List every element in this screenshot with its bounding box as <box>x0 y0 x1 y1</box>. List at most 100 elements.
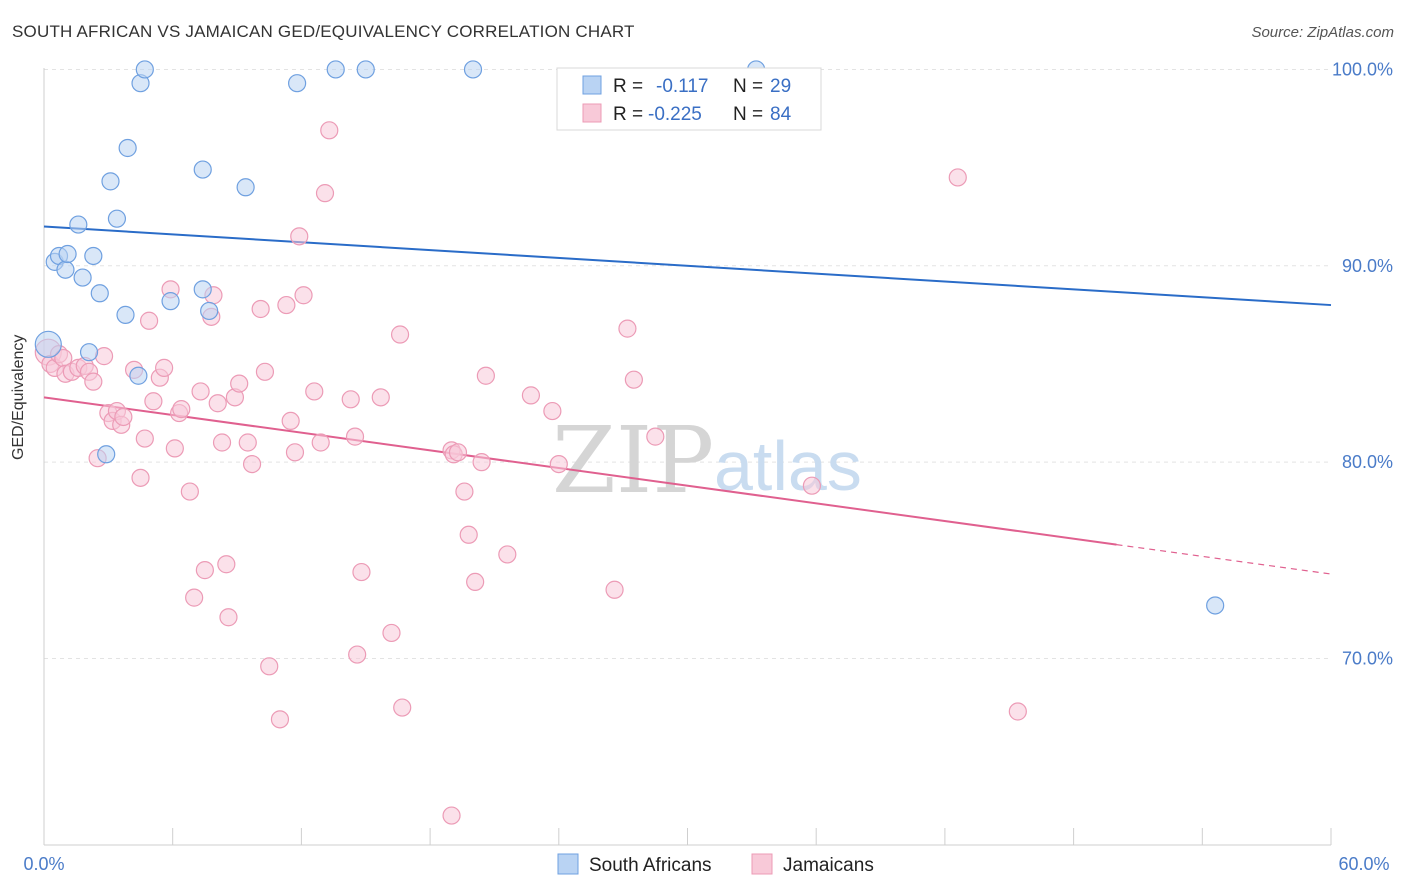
point-jamaican <box>242 454 262 474</box>
point-jamaican <box>155 358 174 377</box>
point-south-african <box>79 343 99 362</box>
source-credit: Source: ZipAtlas.com <box>1251 24 1394 41</box>
point-south-african <box>129 366 148 385</box>
point-jamaican <box>305 382 324 401</box>
point-jamaican <box>290 227 309 246</box>
trend-line-south-africans <box>43 225 1332 307</box>
y-tick-label: 90.0% <box>1342 256 1393 276</box>
point-jamaican <box>277 295 296 315</box>
series-legend-swatch-south-africans[interactable] <box>557 853 579 875</box>
point-jamaican <box>255 362 275 381</box>
trend-line-extension-jamaicans <box>1116 544 1332 575</box>
point-jamaican <box>94 347 114 366</box>
point-south-african <box>288 74 307 93</box>
point-south-african <box>90 284 109 303</box>
series-legend-label-jamaicans[interactable]: Jamaicans <box>783 855 874 876</box>
legend-r-value-south-africans: -0.117 <box>656 76 708 97</box>
point-jamaican <box>238 433 257 452</box>
point-south-african <box>56 260 75 279</box>
point-jamaican <box>459 525 478 544</box>
point-jamaican <box>230 374 249 393</box>
point-jamaican <box>320 121 339 140</box>
point-jamaican <box>285 443 305 462</box>
point-south-african <box>463 60 483 79</box>
point-jamaican <box>281 411 300 431</box>
point-south-african <box>161 292 180 311</box>
point-jamaican <box>345 427 365 446</box>
point-south-african <box>236 178 255 197</box>
point-south-african <box>116 305 135 324</box>
point-south-african <box>58 244 77 264</box>
legend-swatch-south-africans <box>582 75 602 95</box>
point-south-african <box>69 215 88 234</box>
point-jamaican <box>1008 702 1027 721</box>
point-south-african <box>118 138 137 158</box>
watermark-zip: ZIP <box>552 407 714 514</box>
legend-r-value-jamaicans: -0.225 <box>648 104 702 125</box>
data-points <box>34 60 1225 825</box>
point-jamaican <box>212 433 232 452</box>
point-jamaican <box>114 407 133 427</box>
point-south-african <box>200 301 219 321</box>
point-jamaican <box>84 372 103 391</box>
point-jamaican <box>172 400 191 419</box>
point-south-african <box>97 445 116 464</box>
point-jamaican <box>605 580 624 599</box>
series-legend-swatch-jamaicans[interactable] <box>751 853 773 875</box>
point-jamaican <box>191 382 210 401</box>
point-south-african <box>326 60 345 79</box>
point-jamaican <box>315 184 335 203</box>
point-jamaican <box>802 476 822 495</box>
point-jamaican <box>270 710 290 729</box>
point-jamaican <box>476 366 495 385</box>
legend-swatch-jamaicans <box>582 103 602 123</box>
x-ticks <box>43 828 1332 845</box>
point-jamaican <box>472 453 491 472</box>
legend-r-label-jamaicans: R = <box>613 104 643 125</box>
y-tick-labels: 100.0% 90.0% 80.0% 70.0% <box>1332 59 1393 668</box>
point-south-african <box>84 246 103 266</box>
point-jamaican <box>498 545 517 564</box>
point-jamaican <box>165 439 184 458</box>
point-jamaican <box>442 806 461 825</box>
y-tick-label: 100.0% <box>1332 59 1393 79</box>
legend-r-label-south-africans: R = <box>613 76 643 97</box>
legend-n-value-jamaicans: 84 <box>770 104 792 125</box>
point-jamaican <box>195 561 214 580</box>
y-tick-label: 80.0% <box>1342 452 1393 472</box>
series-legend-label-south-africans[interactable]: South Africans <box>589 855 712 876</box>
point-jamaican <box>448 443 468 462</box>
point-jamaican <box>371 388 390 407</box>
point-south-african <box>1206 596 1225 615</box>
point-jamaican <box>131 468 150 487</box>
trend-line-jamaicans <box>43 396 1117 546</box>
point-jamaican <box>219 608 238 627</box>
point-jamaican <box>185 588 204 607</box>
point-jamaican <box>382 623 401 643</box>
series-legend: South Africans Jamaicans <box>557 853 874 876</box>
point-jamaican <box>135 429 154 448</box>
point-jamaican <box>521 386 541 405</box>
point-jamaican <box>455 482 474 501</box>
point-jamaican <box>294 286 313 305</box>
point-south-african <box>73 268 92 287</box>
point-jamaican <box>311 433 330 452</box>
point-jamaican <box>251 299 270 319</box>
trend-lines <box>43 225 1332 575</box>
point-jamaican <box>390 325 410 344</box>
x-tick-label-left: 0.0% <box>23 854 64 874</box>
y-tick-label: 70.0% <box>1342 648 1393 668</box>
axes <box>43 68 1332 846</box>
gridlines <box>44 68 1331 659</box>
point-jamaican <box>618 319 637 338</box>
legend-n-label-south-africans: N = <box>733 76 763 97</box>
point-south-african <box>34 330 62 358</box>
x-tick-label-right: 60.0% <box>1338 854 1389 874</box>
point-jamaican <box>948 168 967 187</box>
point-jamaican <box>260 657 279 676</box>
chart-title: SOUTH AFRICAN VS JAMAICAN GED/EQUIVALENC… <box>12 22 635 41</box>
point-south-african <box>193 280 212 299</box>
legend-n-label-jamaicans: N = <box>733 104 763 125</box>
point-south-african <box>193 160 212 179</box>
